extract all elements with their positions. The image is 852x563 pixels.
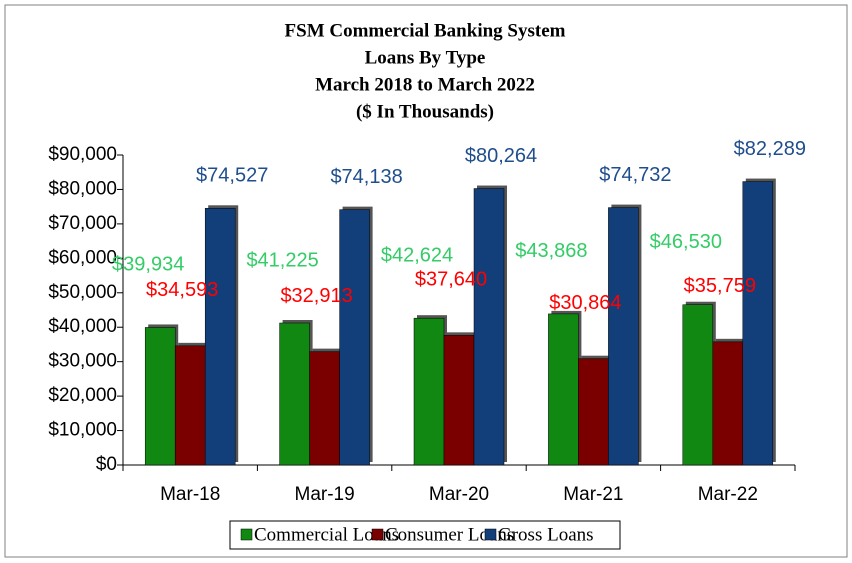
- bar: [548, 313, 579, 466]
- x-tick-label: Mar-22: [698, 484, 758, 505]
- data-label: $43,868: [515, 240, 587, 262]
- chart-title: FSM Commercial Banking System: [285, 20, 566, 41]
- data-label: $46,530: [650, 231, 722, 253]
- x-tick-label: Mar-21: [563, 484, 623, 505]
- data-label: $82,289: [734, 138, 806, 160]
- data-label: $32,913: [280, 285, 352, 307]
- data-label: $37,640: [415, 269, 487, 291]
- data-label: $39,934: [112, 254, 184, 276]
- data-label: $41,225: [246, 249, 318, 271]
- chart-title: March 2018 to March 2022: [315, 74, 535, 95]
- y-tick-label: $10,000: [48, 420, 117, 441]
- y-tick-label: $0: [96, 454, 117, 475]
- data-label: $42,624: [381, 244, 453, 266]
- bar: [204, 208, 236, 466]
- bar: [279, 322, 310, 466]
- bar: [742, 181, 774, 466]
- y-tick-label: $60,000: [48, 247, 117, 268]
- bar: [144, 327, 176, 466]
- bar: [712, 341, 744, 466]
- data-label: $80,264: [465, 145, 537, 167]
- bar: [174, 345, 206, 466]
- chart-title: Loans By Type: [365, 47, 486, 68]
- y-tick-label: $40,000: [48, 316, 117, 337]
- legend-box: [229, 520, 621, 550]
- y-tick-label: $30,000: [48, 351, 117, 372]
- y-tick-label: $80,000: [48, 178, 117, 199]
- data-label: $35,759: [684, 275, 756, 297]
- x-tick-label: Mar-18: [160, 484, 220, 505]
- bar: [473, 188, 505, 466]
- bar: [443, 335, 475, 466]
- bar: [682, 304, 714, 466]
- bar: [608, 207, 639, 466]
- bar: [339, 209, 370, 466]
- bar: [413, 317, 445, 466]
- data-label: $74,732: [599, 164, 671, 186]
- data-label: $74,138: [330, 166, 402, 188]
- legend-swatch: [240, 528, 253, 541]
- legend-label: Gross Loans: [498, 524, 594, 545]
- y-tick-label: $20,000: [48, 385, 117, 406]
- data-label: $30,864: [549, 292, 621, 314]
- legend-swatch: [371, 528, 384, 541]
- y-tick-label: $50,000: [48, 282, 117, 303]
- bar: [309, 351, 340, 466]
- legend-label: Consumer Loans: [385, 524, 514, 545]
- y-tick-label: $90,000: [48, 144, 117, 165]
- bar: [578, 358, 609, 466]
- chart-title: ($ In Thousands): [356, 101, 494, 122]
- legend-swatch: [484, 528, 497, 541]
- x-tick-label: Mar-20: [429, 484, 489, 505]
- data-label: $34,593: [146, 279, 218, 301]
- y-tick-label: $70,000: [48, 213, 117, 234]
- legend-label: Commercial Loans: [254, 524, 399, 545]
- data-label: $74,527: [196, 165, 268, 187]
- x-tick-label: Mar-19: [295, 484, 355, 505]
